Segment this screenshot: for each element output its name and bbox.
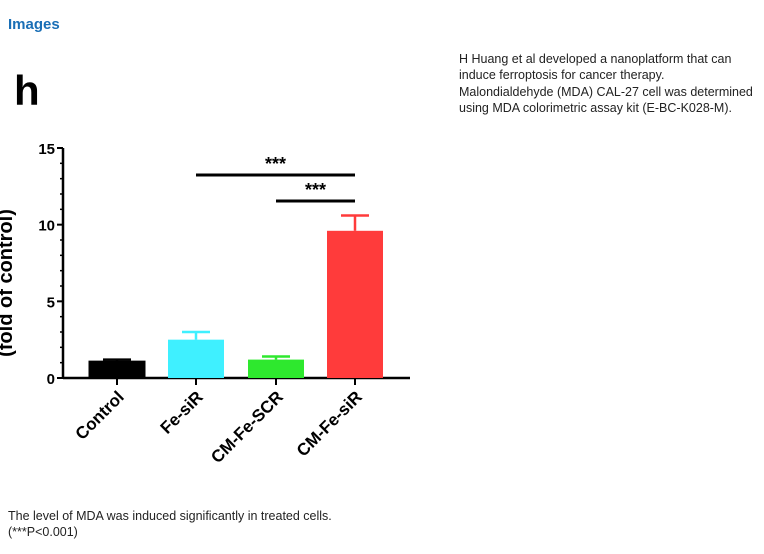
y-tick-label: 10 xyxy=(38,218,55,235)
y-tick-label: 5 xyxy=(47,294,55,311)
caption-significance: (***P<0.001) xyxy=(8,525,78,540)
y-tick-label: 15 xyxy=(38,141,55,158)
y-axis-label: (fold of control) xyxy=(0,209,17,357)
x-tick-label: Fe-siR xyxy=(157,387,207,437)
section-title: Images xyxy=(8,16,60,33)
y-tick-label: 0 xyxy=(47,371,55,388)
bar-fe-sir xyxy=(168,339,224,378)
significance-label: *** xyxy=(305,180,326,200)
image-caption: The level of MDA was induced significant… xyxy=(8,508,428,541)
bar-cm-fe-scr xyxy=(248,359,304,378)
x-tick-label: CM-Fe-SCR xyxy=(207,387,287,467)
bar-control xyxy=(88,360,146,379)
x-tick-label: CM-Fe-siR xyxy=(293,387,366,460)
caption-text: The level of MDA was induced significant… xyxy=(8,509,332,523)
bar-cm-fe-sir xyxy=(327,230,383,378)
figure-image: h (fold of control) 0 5 10 15 Control Fe-siR CM-… xyxy=(0,58,440,498)
x-tick-label: Control xyxy=(72,387,128,443)
image-description: H Huang et al developed a nanoplatform t… xyxy=(459,52,753,115)
panel-label: h xyxy=(14,67,40,114)
significance-label: *** xyxy=(265,154,286,174)
